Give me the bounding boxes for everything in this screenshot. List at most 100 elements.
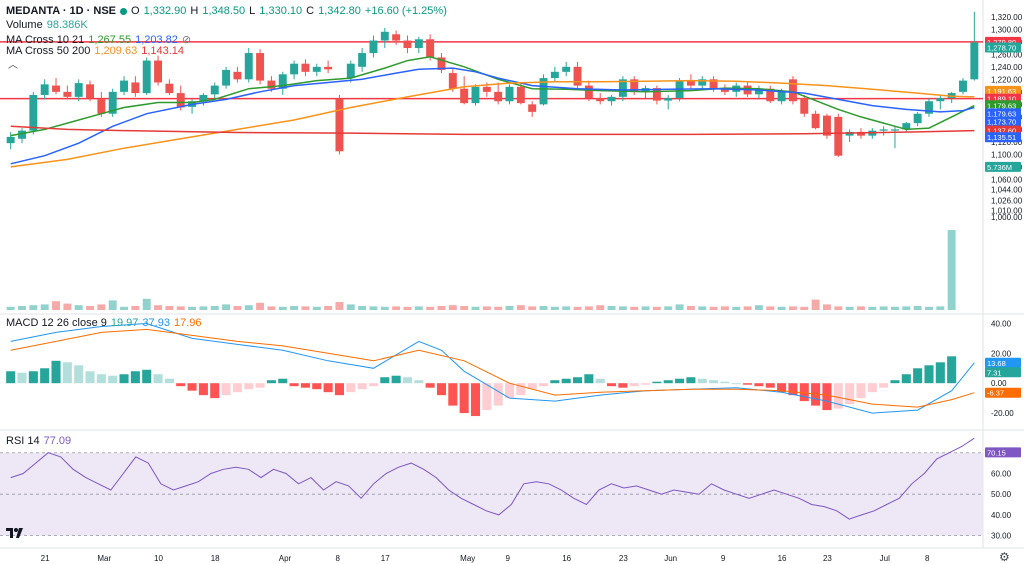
macd-histogram-bar [300, 383, 310, 388]
candle-body [516, 86, 525, 104]
gear-icon[interactable]: ⚙ [999, 550, 1010, 564]
legend-rsi[interactable]: RSI 14 77.09 [6, 435, 71, 447]
macd-histogram-bar [323, 383, 333, 393]
macd-histogram-bar [402, 377, 413, 384]
candle-body [698, 79, 707, 86]
candle-body [380, 31, 389, 41]
macd-histogram-bar [743, 383, 753, 385]
macd-histogram-bar [266, 380, 276, 384]
macd-histogram-bar [731, 383, 741, 385]
x-tick-label: 23 [823, 554, 832, 563]
candle-body [244, 53, 253, 80]
volume-bar [664, 306, 673, 310]
macd-histogram-bar [675, 378, 685, 384]
macd-histogram-bar [822, 383, 832, 411]
price-tick-label: 1,010.00 [991, 207, 1023, 216]
x-tick-label: 8 [925, 554, 930, 563]
x-tick-label: 17 [381, 554, 390, 563]
volume-bar [800, 306, 809, 310]
candle-body [754, 88, 763, 95]
candle-body [6, 136, 15, 144]
macd-histogram-bar [516, 383, 526, 396]
legend-ma-cross-2[interactable]: MA Cross 50 200 1,209.63 1,143.14 [6, 45, 184, 57]
candle-body [573, 66, 582, 86]
legend-ma-cross-1[interactable]: MA Cross 10 21 1,267.55 1,203.82 ⊘ [6, 33, 192, 47]
x-tick-label: 23 [619, 554, 628, 563]
candle-body [403, 40, 412, 49]
volume-bar [630, 306, 639, 310]
macd-histogram-bar [436, 383, 447, 396]
macd-tick-label: 20.00 [991, 349, 1012, 358]
ma-cross-2-label: MA Cross 50 200 [6, 45, 91, 57]
price-axis-badge-label: 5.736M [987, 163, 1012, 172]
candle-body [97, 99, 106, 114]
legend-volume[interactable]: Volume 98.386K [6, 19, 88, 31]
candle-body [437, 57, 446, 70]
macd-histogram-bar [210, 383, 220, 399]
rsi-tick-label: 30.00 [991, 532, 1012, 541]
macd-histogram-bar [777, 383, 787, 393]
rsi-tick-label: 50.00 [991, 490, 1012, 499]
volume-bar [720, 306, 729, 310]
candle-body [766, 88, 775, 102]
macd-histogram-bar [221, 383, 231, 396]
volume-bar [528, 306, 537, 310]
macd-histogram-bar [312, 383, 322, 390]
price-tick-label: 1,320.00 [991, 13, 1023, 22]
macd-histogram-bar [709, 380, 719, 384]
volume-bar [845, 306, 854, 310]
ohlc-close-label: C [306, 5, 315, 17]
macd-histogram-bar [232, 383, 242, 393]
price-axis-badge-label: 1,173.70 [987, 118, 1016, 127]
x-tick-label: 18 [211, 554, 220, 563]
macd-histogram-bar [108, 375, 118, 384]
ohlc-low-label: L [249, 5, 256, 17]
symbol-title[interactable]: MEDANTA · 1D · NSE [6, 5, 116, 17]
macd-line-value: 37.93 [142, 317, 170, 329]
rsi-axis-badge-label: 70.15 [987, 448, 1006, 457]
volume-bar [290, 306, 299, 310]
candle-body [278, 74, 287, 89]
macd-histogram-bar [607, 383, 617, 387]
macd-histogram-bar [357, 383, 367, 390]
macd-histogram-bar [28, 371, 38, 384]
volume-bar [788, 306, 797, 310]
ohlc-low: 1,330.10 [259, 5, 303, 17]
candle-body [584, 85, 593, 99]
x-tick-label: Jun [664, 554, 677, 563]
volume-bar [879, 306, 888, 310]
volume-bar [925, 306, 933, 310]
x-tick-label: Mar [97, 554, 111, 563]
volume-bar [698, 306, 707, 310]
macd-histogram-bar [6, 371, 16, 384]
price-tick-label: 1,120.00 [991, 138, 1023, 147]
volume-bar [618, 306, 627, 310]
candle-body [856, 131, 865, 136]
candle-body [788, 79, 797, 102]
candle-body [40, 84, 49, 95]
volume-bar [120, 306, 129, 310]
volume-bar [6, 306, 15, 310]
legend-main: MEDANTA · 1D · NSE O 1,332.90 H 1,348.50 L… [6, 5, 447, 17]
chevron-up-icon[interactable]: ︿ [8, 60, 18, 71]
legend-macd[interactable]: MACD 12 26 close 9 19.97 37.93 17.96 [6, 317, 201, 329]
volume-bar [822, 304, 831, 310]
macd-axis-badge [985, 357, 1021, 368]
macd-histogram-bar [425, 383, 435, 388]
macd-histogram-bar [493, 383, 503, 406]
macd-histogram-bar [278, 378, 288, 384]
tradingview-logo-icon[interactable] [6, 526, 28, 540]
volume-bar [403, 306, 412, 310]
price-axis-badge-label: 1,135.51 [987, 133, 1016, 142]
candle-body [301, 63, 310, 72]
candle-body [686, 80, 695, 86]
candle-body [720, 88, 729, 92]
candle-body [777, 91, 786, 102]
price-axis-badge [985, 132, 1021, 143]
candle-body [120, 80, 129, 92]
volume-label: Volume [6, 19, 43, 31]
volume-bar [346, 304, 355, 310]
macd-histogram-bar [799, 383, 809, 402]
indicator-hidden-icon[interactable]: ⊘ [181, 34, 192, 46]
